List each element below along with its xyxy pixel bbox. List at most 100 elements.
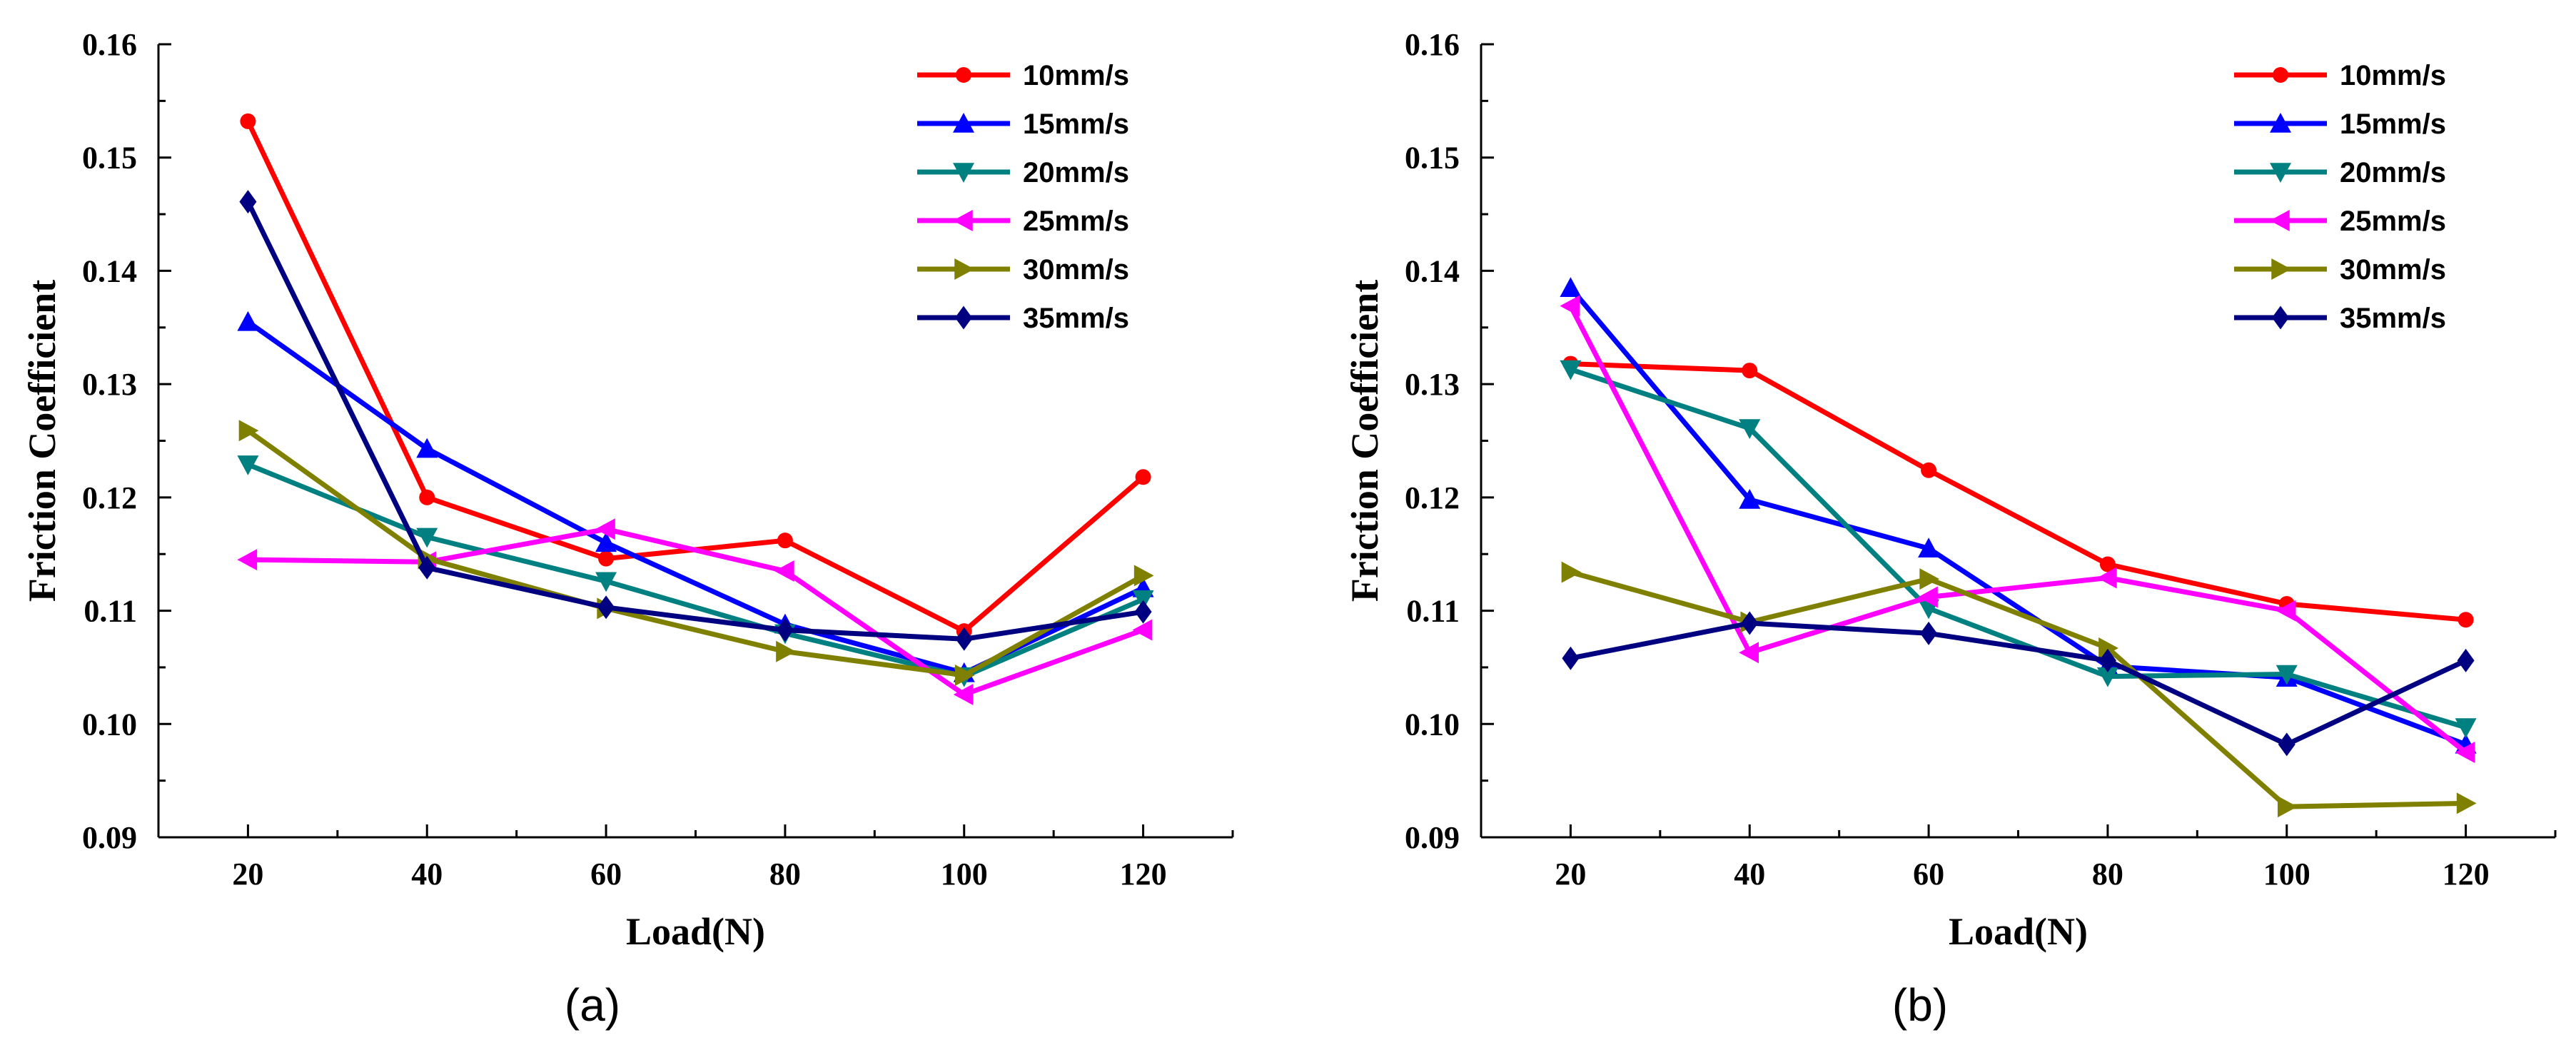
x-tick-label: 120: [1120, 857, 1167, 892]
legend-label: 10mm/s: [1023, 60, 1129, 91]
data-point: [2096, 567, 2117, 589]
x-tick-label: 60: [1913, 857, 1944, 892]
data-point: [1561, 561, 1582, 583]
series-line: [246, 120, 1145, 634]
legend-item: 25mm/s: [2234, 206, 2446, 237]
x-tick-label: 100: [941, 857, 988, 892]
series-35mm-per-s: [1562, 611, 2475, 757]
series-line: [247, 462, 1144, 680]
data-point: [2098, 637, 2118, 659]
legend-item: 15mm/s: [917, 108, 1129, 140]
chart-panel-b: 0.09 0.10 0.11 0.12 0.13 0.14 0.15 0.16 20 40 60 80…: [1343, 27, 2557, 1031]
data-point: [953, 684, 974, 706]
series-35mm-per-s: [239, 190, 1152, 651]
series-20mm-per-s: [1560, 360, 2477, 739]
legend-marker: [953, 163, 974, 183]
x-tick-label: 80: [769, 857, 801, 892]
data-point: [418, 555, 436, 580]
y-tick-label: 0.09: [82, 820, 137, 855]
data-point: [419, 489, 435, 505]
legend-item: 15mm/s: [2234, 108, 2446, 140]
data-point: [237, 549, 258, 571]
y-tick-label: 0.09: [1405, 820, 1460, 855]
x-axis-title: Load(N): [626, 910, 765, 953]
data-point: [2276, 665, 2298, 685]
data-point: [1560, 277, 1582, 297]
data-point: [1919, 568, 1940, 590]
x-tick-label: 100: [2263, 857, 2310, 892]
data-point: [2458, 612, 2474, 628]
y-tick-label: 0.12: [82, 480, 137, 515]
legend: 10mm/s 15mm/s 20mm/s 25mm/s 30mm/s 35mm/s: [917, 60, 1129, 334]
data-point: [597, 595, 615, 620]
x-tick-label: 20: [232, 857, 263, 892]
legend-label: 30mm/s: [2340, 254, 2446, 286]
x-tick-label: 20: [1555, 857, 1586, 892]
legend-label: 15mm/s: [2340, 108, 2446, 140]
legend-label: 10mm/s: [2340, 60, 2446, 91]
legend-marker: [953, 113, 974, 133]
y-tick-label: 0.14: [82, 253, 137, 288]
y-tick-label: 0.11: [84, 594, 137, 629]
y-axis-title: Friction Coefficient: [21, 280, 64, 602]
x-tick-label: 40: [411, 857, 443, 892]
y-tick-label: 0.12: [1405, 480, 1460, 515]
data-point: [2276, 600, 2296, 622]
series-line: [246, 428, 1145, 678]
data-point: [955, 665, 975, 687]
x-tick-label: 40: [1734, 857, 1765, 892]
series-20mm-per-s: [237, 455, 1154, 687]
legend-marker: [955, 306, 972, 330]
data-point: [777, 532, 793, 549]
legend-label: 25mm/s: [2340, 206, 2446, 237]
series-line: [248, 526, 1144, 697]
legend: 10mm/s 15mm/s 20mm/s 25mm/s 30mm/s 35mm/s: [2234, 60, 2446, 334]
y-tick-label: 0.10: [82, 707, 137, 742]
legend-label: 35mm/s: [2340, 303, 2446, 334]
legend-item: 20mm/s: [2234, 157, 2446, 188]
x-tick-label: 120: [2443, 857, 2490, 892]
data-point: [595, 532, 617, 552]
series-10mm-per-s: [1562, 355, 2474, 628]
data-point: [1918, 537, 1940, 558]
data-point: [598, 550, 615, 567]
y-tick-label: 0.15: [82, 141, 137, 176]
legend-label: 15mm/s: [1023, 108, 1129, 140]
legend-marker: [2270, 113, 2291, 133]
legend-item: 35mm/s: [2234, 303, 2446, 334]
y-tick-label: 0.16: [1405, 27, 1460, 62]
legend-marker: [953, 210, 973, 231]
legend-item: 30mm/s: [2234, 254, 2446, 286]
data-point: [595, 572, 617, 592]
data-point: [1920, 621, 1938, 645]
data-point: [1739, 489, 1761, 509]
data-point: [2455, 741, 2475, 763]
data-point: [776, 618, 794, 642]
data-point: [416, 528, 438, 548]
data-point: [238, 420, 259, 442]
data-point: [2456, 792, 2477, 814]
data-point: [955, 627, 973, 651]
y-tick-label: 0.15: [1405, 141, 1460, 176]
legend-item: 25mm/s: [917, 206, 1129, 237]
data-point: [2455, 718, 2477, 739]
y-axis-title: Friction Coefficient: [1343, 280, 1386, 602]
legend-item: 10mm/s: [2234, 60, 2446, 91]
data-point: [1133, 565, 1154, 587]
data-point: [2098, 648, 2116, 672]
data-point: [1134, 600, 1152, 624]
legend-item: 35mm/s: [917, 303, 1129, 334]
data-point: [595, 518, 615, 540]
chart-panel-a: 0.09 0.10 0.11 0.12 0.13 0.14 0.15 0.16 20 40 60 80…: [21, 27, 1234, 1031]
data-point: [1562, 646, 1580, 670]
series-line: [1570, 367, 2467, 730]
series-line: [1570, 570, 2466, 809]
legend-label: 20mm/s: [1023, 157, 1129, 188]
data-point: [2278, 796, 2298, 818]
legend-label: 20mm/s: [2340, 157, 2446, 188]
y-tick-label: 0.14: [1405, 253, 1460, 288]
data-point: [2099, 556, 2116, 572]
legend-marker: [956, 67, 971, 83]
